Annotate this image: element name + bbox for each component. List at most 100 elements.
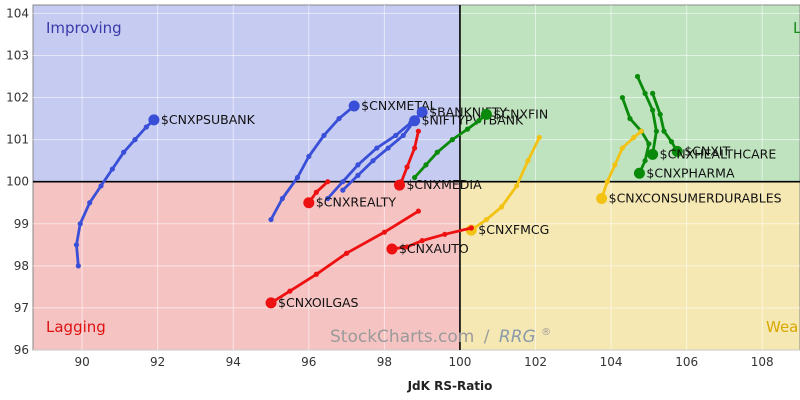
series-cnxhealthcare: $CNXHEALTHCARE: [634, 73, 777, 161]
series-point: [313, 189, 319, 195]
series-point: [287, 288, 293, 294]
series-point: [525, 158, 531, 164]
x-tick-label: 90: [74, 355, 89, 369]
series-point: [355, 162, 361, 168]
series-label: $CNXCONSUMERDURABLES: [609, 191, 782, 206]
series-point: [279, 195, 285, 202]
series-label: $CNXPSUBANK: [161, 112, 256, 127]
series-point: [340, 187, 346, 193]
series-point: [498, 204, 505, 210]
series-cnxfin: $CNXFIN: [412, 106, 548, 181]
series-head: [265, 297, 277, 309]
y-tick-label: 103: [6, 48, 29, 62]
series-point: [336, 115, 342, 122]
x-axis-label: JdK RS-Ratio: [407, 379, 493, 393]
series-point: [536, 134, 542, 141]
quadrant-label-improving: Improving: [46, 19, 122, 37]
series-point: [294, 174, 301, 181]
y-tick-label: 102: [6, 91, 29, 105]
series-point: [98, 183, 104, 189]
series-point: [434, 149, 440, 155]
series-point: [404, 164, 410, 170]
series-niftypvtbank: $NIFTYPVTBANK: [340, 113, 524, 193]
x-axis-ticks: 90 92 94 96 98 100 102 104 106 108: [74, 355, 773, 369]
series-head: [303, 197, 315, 209]
series-label: $CNXFMCG: [478, 222, 549, 237]
series-cnxrealty: $CNXREALTY: [303, 179, 396, 210]
y-tick-label: 98: [14, 259, 29, 273]
series-point: [306, 153, 312, 160]
series-point: [121, 149, 127, 155]
series-head: [386, 243, 398, 255]
series-point: [642, 90, 648, 96]
series-tail: [269, 209, 420, 305]
series-point: [619, 145, 626, 151]
series-head: [596, 193, 608, 205]
y-tick-label: 104: [6, 6, 29, 20]
series-point: [642, 158, 648, 164]
series-point: [325, 179, 331, 185]
series-point: [404, 244, 410, 250]
series-point: [325, 195, 331, 202]
series-point: [464, 126, 471, 132]
x-tick-label: 96: [301, 355, 316, 369]
x-tick-label: 92: [150, 355, 165, 369]
series-cnxmedia: $CNXMEDIA: [393, 128, 482, 192]
series-point: [313, 271, 319, 277]
series-point: [132, 137, 138, 143]
series-point: [143, 124, 149, 130]
series-cnxit: $CNXIT: [650, 90, 730, 158]
watermark-registered-mark: ®: [541, 327, 551, 338]
x-tick-label: 94: [226, 355, 241, 369]
series-head: [480, 108, 492, 120]
series-point: [604, 179, 610, 185]
series-point: [340, 179, 346, 185]
series-label: $CNXAUTO: [399, 241, 469, 256]
stockcharts-watermark: StockCharts.com / RRG ®: [330, 327, 551, 347]
series-point: [449, 137, 455, 143]
series-point: [415, 128, 421, 134]
series-label: $CNXHEALTHCARE: [660, 146, 777, 161]
series-cnxmetal: $CNXMETAL: [268, 98, 437, 223]
series-point: [468, 225, 474, 231]
x-tick-label: 102: [524, 355, 547, 369]
series-label: $CNXOILGAS: [278, 295, 359, 310]
series-layer: $CNXPSUBANK$CNXMETAL$BANKNIFTY$NIFTYPVTB…: [73, 73, 782, 310]
series-point: [419, 238, 425, 244]
series-point: [657, 111, 663, 117]
series-head: [348, 100, 360, 112]
watermark-product: RRG: [499, 327, 536, 347]
series-point: [393, 132, 399, 139]
series-point: [87, 200, 93, 206]
series-point: [668, 139, 675, 145]
series-point: [412, 174, 418, 181]
series-point: [423, 162, 429, 168]
y-tick-label: 101: [6, 133, 29, 147]
quadrant-label-lagging: Lagging: [46, 318, 106, 336]
series-point: [370, 158, 376, 164]
series-head: [633, 167, 645, 179]
series-point: [627, 115, 633, 122]
series-point: [355, 172, 361, 178]
series-point: [412, 145, 418, 151]
series-tail: [469, 136, 541, 232]
series-label: $CNXMEDIA: [406, 177, 482, 192]
series-cnxconsumerdurables: $CNXCONSUMERDURABLES: [596, 128, 782, 206]
series-cnxfmcg: $CNXFMCG: [465, 134, 549, 237]
quadrant-leading: [459, 5, 800, 182]
series-label: $CNXFIN: [493, 106, 548, 121]
y-tick-label: 100: [6, 175, 29, 189]
series-point: [109, 166, 115, 172]
y-tick-label: 99: [14, 217, 29, 231]
series-point: [415, 208, 421, 214]
x-tick-label: 108: [751, 355, 774, 369]
series-point: [631, 134, 637, 141]
series-point: [650, 107, 656, 113]
x-tick-label: 100: [448, 355, 471, 369]
series-point: [653, 128, 660, 134]
y-tick-label: 97: [14, 301, 29, 315]
center-axes: [33, 5, 800, 350]
series-head: [671, 145, 683, 157]
series-head: [647, 148, 659, 160]
series-point: [646, 141, 652, 147]
